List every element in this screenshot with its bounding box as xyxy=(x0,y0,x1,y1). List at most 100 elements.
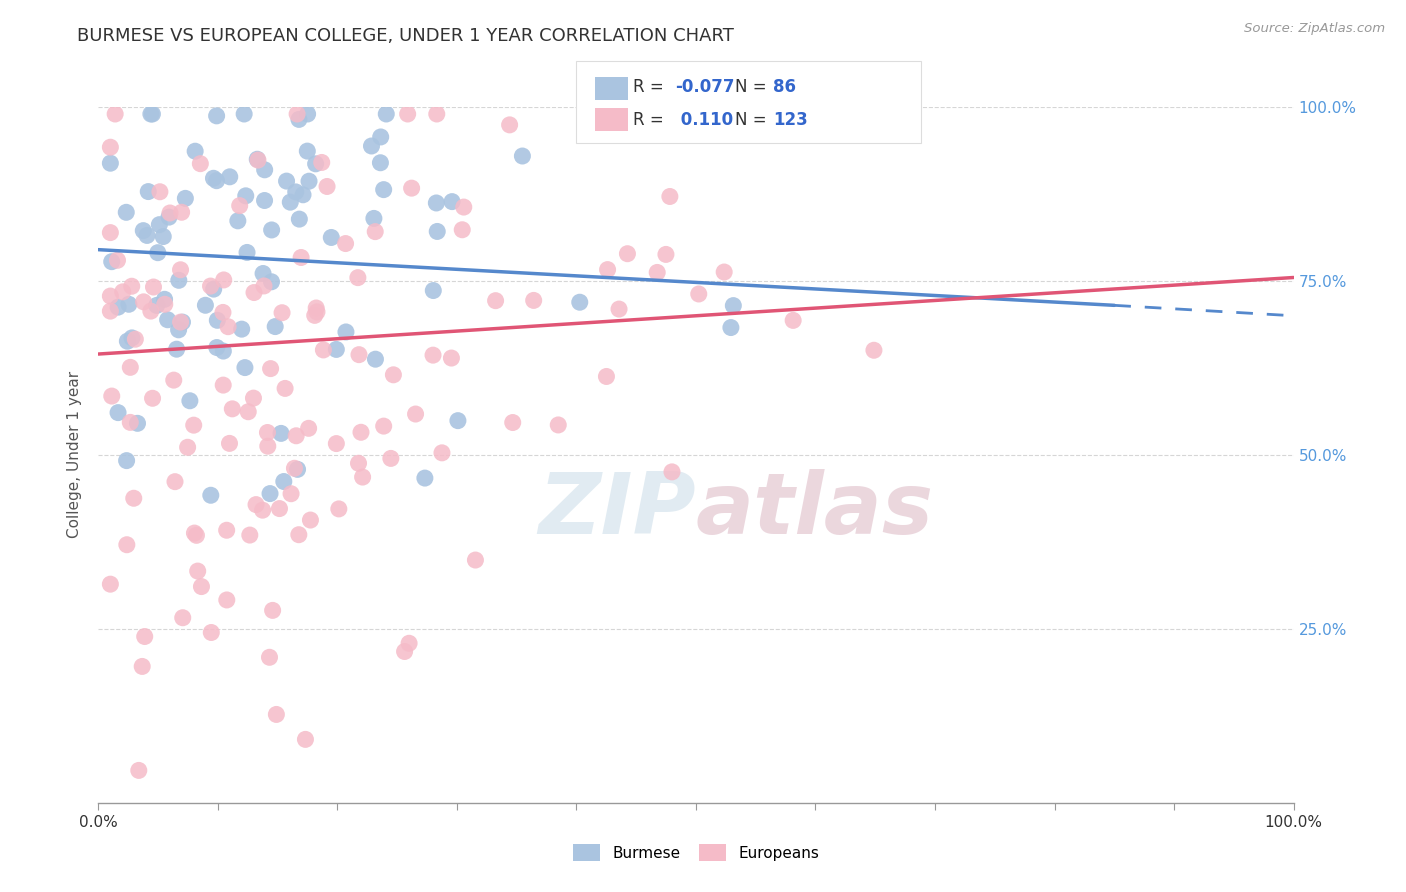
Point xyxy=(297,107,319,121)
Point xyxy=(297,144,319,158)
Point xyxy=(236,245,259,260)
Point xyxy=(179,393,201,408)
Point xyxy=(347,348,370,362)
Point xyxy=(347,270,370,285)
Point xyxy=(183,418,205,433)
Point xyxy=(245,498,267,512)
Point xyxy=(207,313,229,327)
Point xyxy=(256,439,278,453)
Point xyxy=(595,369,617,384)
Point xyxy=(188,156,211,170)
Point xyxy=(274,381,297,395)
Point xyxy=(305,305,328,319)
Point xyxy=(290,251,312,265)
Point xyxy=(134,630,156,644)
Y-axis label: College, Under 1 year: College, Under 1 year xyxy=(67,371,83,539)
Point xyxy=(202,171,225,186)
Point xyxy=(259,361,281,376)
Point xyxy=(226,214,249,228)
Point xyxy=(100,254,122,268)
Point xyxy=(157,210,180,224)
Point xyxy=(190,580,212,594)
Point xyxy=(235,189,257,203)
Point xyxy=(405,407,427,421)
Point xyxy=(422,348,444,362)
Point xyxy=(484,293,506,308)
Point xyxy=(121,331,143,345)
Point xyxy=(335,325,357,339)
Point xyxy=(373,183,395,197)
Point xyxy=(169,315,191,329)
Point xyxy=(146,245,169,260)
Point xyxy=(370,130,392,145)
Point xyxy=(169,262,191,277)
Text: N =: N = xyxy=(735,78,772,96)
Point xyxy=(364,225,387,239)
Point xyxy=(273,475,295,489)
Point xyxy=(394,644,416,658)
Point xyxy=(253,162,276,177)
Point xyxy=(215,593,238,607)
Point xyxy=(153,297,176,311)
Point xyxy=(328,502,350,516)
Point xyxy=(184,145,207,159)
Point xyxy=(200,488,222,502)
Point xyxy=(132,294,155,309)
Point xyxy=(278,195,301,210)
Point xyxy=(370,155,392,169)
Point xyxy=(104,107,127,121)
Text: atlas: atlas xyxy=(696,469,934,552)
Point xyxy=(212,378,235,392)
Point xyxy=(311,155,333,169)
Point xyxy=(413,471,436,485)
Point xyxy=(280,487,302,501)
Point xyxy=(136,185,159,199)
Point xyxy=(98,289,122,303)
Point xyxy=(347,456,370,470)
Point xyxy=(259,650,281,665)
Point xyxy=(863,343,886,358)
Point xyxy=(256,425,278,440)
Point xyxy=(396,107,419,121)
Point xyxy=(221,401,243,416)
Point xyxy=(284,185,307,199)
Point xyxy=(148,218,170,232)
Point xyxy=(205,341,228,355)
Point xyxy=(142,280,165,294)
Point xyxy=(688,287,710,301)
Point xyxy=(498,118,520,132)
Point xyxy=(98,304,122,318)
Point xyxy=(298,421,321,435)
Point xyxy=(283,461,305,475)
Point xyxy=(655,247,678,261)
Point xyxy=(205,109,228,123)
Point xyxy=(115,205,138,219)
Text: 123: 123 xyxy=(773,111,808,128)
Point xyxy=(401,181,423,195)
Point xyxy=(100,389,122,403)
Point xyxy=(139,304,162,318)
Point xyxy=(228,199,250,213)
Point xyxy=(425,196,447,211)
Point xyxy=(287,462,309,476)
Point xyxy=(262,603,284,617)
Point xyxy=(512,149,534,163)
Point xyxy=(661,465,683,479)
Point xyxy=(292,187,315,202)
Point xyxy=(451,223,474,237)
Point xyxy=(231,322,253,336)
Text: 0.110: 0.110 xyxy=(675,111,733,128)
Point xyxy=(132,224,155,238)
Point xyxy=(441,194,464,209)
Point xyxy=(174,191,197,205)
Point xyxy=(215,523,238,537)
Point xyxy=(270,426,292,441)
Point xyxy=(325,343,347,357)
Point xyxy=(159,206,181,220)
Point xyxy=(253,194,276,208)
Point xyxy=(205,174,228,188)
Point xyxy=(166,342,188,356)
Point xyxy=(288,112,311,127)
Point xyxy=(426,107,449,121)
Point xyxy=(172,315,194,329)
